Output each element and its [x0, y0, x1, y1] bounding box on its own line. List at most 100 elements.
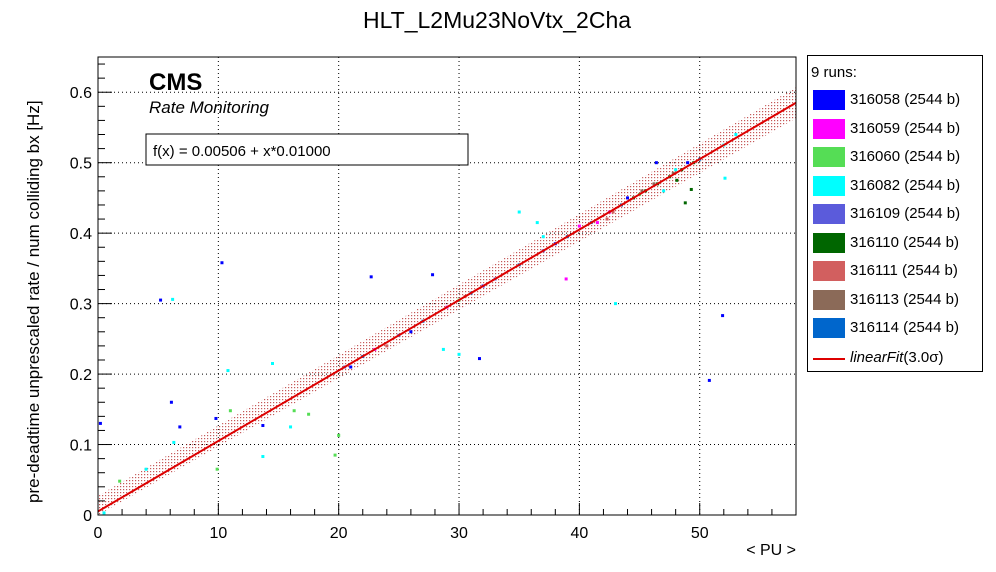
legend-label: 316060 (2544 b): [850, 148, 961, 165]
legend-header: 9 runs:: [811, 64, 857, 81]
y-tick-label: 0.2: [70, 367, 92, 384]
x-tick-label: 30: [450, 525, 468, 542]
data-point-0: [214, 416, 218, 420]
fit-legend-name: linearFit: [850, 349, 904, 366]
legend-item: 316109 (2544 b): [808, 202, 984, 226]
data-point-3: [734, 133, 738, 137]
data-point-3: [289, 425, 293, 429]
data-point-0: [707, 378, 711, 382]
data-point-3: [172, 440, 176, 444]
x-tick-label: 20: [330, 525, 348, 542]
data-point-3: [674, 168, 678, 172]
legend-item: 316110 (2544 b): [808, 231, 984, 255]
data-point-5: [675, 178, 679, 182]
fit-line-swatch: [813, 358, 845, 360]
x-axis-label: < PU >: [746, 542, 796, 559]
legend-item: 316060 (2544 b): [808, 145, 984, 169]
legend-item: 316058 (2544 b): [808, 88, 984, 112]
legend-swatch: [813, 118, 845, 139]
chart-title: HLT_L2Mu23NoVtx_2Cha: [363, 7, 631, 33]
legend-item: 316059 (2544 b): [808, 117, 984, 141]
y-tick-label: 0.3: [70, 297, 92, 314]
data-point-2: [292, 409, 296, 413]
data-point-2: [333, 453, 337, 457]
data-point-3: [457, 352, 461, 356]
data-point-0: [409, 330, 413, 334]
legend-item: 316082 (2544 b): [808, 174, 984, 198]
data-point-1: [595, 221, 599, 225]
data-point-3: [441, 347, 445, 351]
data-point-7: [640, 189, 644, 193]
x-tick-label: 50: [691, 525, 709, 542]
data-point-2: [215, 467, 219, 471]
legend-item: 316114 (2544 b): [808, 316, 984, 340]
legend-swatch: [813, 90, 845, 110]
y-tick-label: 0.5: [70, 156, 92, 173]
legend-label: 316114 (2544 b): [850, 319, 959, 336]
data-point-6: [611, 210, 615, 214]
axis-ticks: 0 10 20 30 40 50 0 0.1 0.2 0.3 0.4 0.5 0.6: [70, 63, 797, 542]
fit-formula-box: [145, 133, 469, 166]
data-point-5: [683, 201, 687, 205]
legend-swatch: [813, 175, 845, 196]
data-point-3: [723, 176, 727, 180]
data-point-7: [671, 171, 675, 175]
data-point-0: [178, 425, 182, 429]
legend-item-fit: linearFit(3.0σ): [808, 346, 984, 370]
data-point-1: [577, 224, 581, 228]
legend-swatch: [813, 318, 845, 338]
data-point-3: [535, 221, 539, 225]
data-point-5: [689, 187, 693, 191]
legend-label: 316082 (2544 b): [850, 176, 961, 194]
data-point-2: [118, 479, 122, 483]
fit-line: [97, 101, 797, 513]
data-point-0: [654, 161, 658, 165]
legend-swatch: [813, 261, 845, 281]
data-point-0: [220, 261, 224, 265]
legend-item: 316111 (2544 b): [808, 259, 984, 283]
y-tick-label: 0.6: [70, 85, 92, 102]
data-point-6: [385, 344, 389, 348]
y-tick-label: 0: [83, 508, 92, 525]
data-point-1: [564, 277, 568, 281]
legend-label: 316113 (2544 b): [850, 290, 959, 308]
data-point-3: [102, 511, 106, 515]
data-point-3: [662, 189, 666, 193]
data-point-0: [721, 314, 725, 318]
y-tick-label: 0.1: [70, 438, 92, 455]
data-point-2: [307, 412, 311, 416]
data-point-0: [349, 365, 353, 369]
legend-swatch: [813, 289, 845, 310]
legend-swatch: [813, 147, 845, 167]
data-point-7: [652, 182, 656, 186]
legend-label: 316109 (2544 b): [850, 205, 961, 222]
x-tick-label: 0: [94, 525, 103, 542]
fit-band: [98, 87, 796, 515]
data-point-3: [517, 210, 521, 214]
legend-label: 316111 (2544 b): [850, 262, 958, 279]
data-point-3: [144, 467, 148, 471]
data-point-0: [98, 421, 102, 425]
legend-swatch: [813, 232, 845, 253]
x-tick-label: 10: [209, 525, 227, 542]
legend: 9 runs: 316058 (2544 b) 316059 (2544 b) 31…: [807, 55, 983, 372]
legend-label: 316059 (2544 b): [850, 119, 961, 137]
fit-formula: f(x) = 0.00506 + x*0.01000: [153, 143, 331, 160]
data-point-0: [169, 400, 173, 404]
data-point-3: [171, 297, 175, 301]
legend-swatch: [813, 204, 845, 224]
data-point-3: [226, 369, 230, 373]
data-point-3: [271, 362, 274, 366]
legend-item: 316113 (2544 b): [808, 288, 984, 312]
legend-label: 316110 (2544 b): [850, 233, 959, 251]
y-axis-label: pre-deadtime unprescaled rate / num coll…: [24, 100, 43, 503]
data-point-2: [228, 409, 232, 413]
data-point-0: [686, 161, 690, 165]
data-point-3: [541, 235, 545, 239]
y-tick-label: 0.4: [70, 226, 92, 243]
data-point-3: [613, 302, 617, 306]
legend-label: 316058 (2544 b): [850, 91, 961, 108]
fit-legend-sigma: (3.0σ): [903, 349, 944, 366]
plot-frame: [97, 56, 797, 516]
